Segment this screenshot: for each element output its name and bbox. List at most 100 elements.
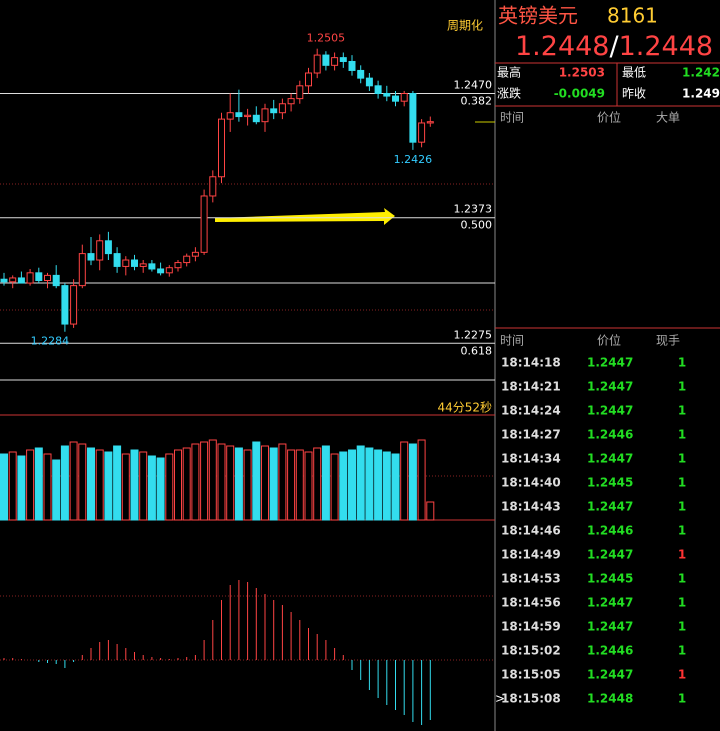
- candle-body: [139, 263, 147, 267]
- volume-bar: [0, 453, 8, 521]
- candle-body: [218, 118, 225, 178]
- volume-bar: [304, 451, 313, 521]
- candle-body: [305, 72, 312, 87]
- trade-qty: 1: [678, 500, 686, 514]
- trade-price: 1.2445: [587, 572, 633, 586]
- trade-time: 18:14:40: [501, 476, 561, 490]
- trade-time: 18:14:59: [501, 620, 561, 634]
- trade-time: 18:15:08: [501, 692, 561, 706]
- volume-bar: [321, 445, 330, 521]
- candle-body: [104, 240, 112, 255]
- volume-bar: [217, 443, 226, 521]
- volume-bar: [252, 441, 261, 521]
- candle-body: [418, 122, 426, 143]
- row-marker: >: [495, 692, 505, 706]
- candle-body: [122, 259, 130, 267]
- trade-price: 1.2447: [587, 380, 633, 394]
- trade-price: 1.2446: [587, 524, 633, 538]
- trade-time: 18:15:05: [501, 668, 561, 682]
- candle-body: [409, 93, 417, 143]
- candle-body: [357, 69, 365, 79]
- volume-bar: [78, 443, 87, 521]
- trade-qty: 1: [678, 644, 686, 658]
- timer: 44分52秒: [437, 401, 492, 415]
- volume-bar: [330, 453, 339, 521]
- trade-price: 1.2446: [587, 428, 633, 442]
- trade-qty: 1: [678, 356, 686, 370]
- volume-bar: [426, 501, 435, 521]
- period-label[interactable]: 周期化: [447, 19, 483, 33]
- trade-time: 18:14:24: [501, 404, 561, 418]
- candle-body: [26, 272, 34, 284]
- candle-body: [383, 93, 391, 97]
- trade-qty: 1: [678, 620, 686, 634]
- candle-body: [96, 240, 104, 261]
- trade-price: 1.2447: [587, 596, 633, 610]
- trade-time: 18:14:27: [501, 428, 561, 442]
- candle-body: [70, 285, 78, 325]
- volume-bar: [313, 447, 322, 521]
- trade-time: 18:14:49: [501, 548, 561, 562]
- candle-body: [191, 251, 199, 257]
- candle-body: [374, 85, 382, 95]
- volume-bar: [417, 439, 426, 521]
- fib-price: 1.2373: [454, 203, 493, 216]
- candle-body: [209, 176, 217, 197]
- volume-bar: [182, 447, 191, 521]
- volume-bar: [278, 443, 287, 521]
- trade-price: 1.2446: [587, 644, 633, 658]
- candle-body: [331, 57, 339, 66]
- candle-body: [252, 114, 260, 123]
- trade-qty: 1: [678, 692, 686, 706]
- price-annotation: 1.2426: [394, 153, 433, 166]
- fib-ratio: 0.382: [461, 95, 493, 108]
- candle-body: [287, 98, 295, 105]
- trade-price: 1.2447: [587, 500, 633, 514]
- trade-time: 18:14:34: [501, 452, 561, 466]
- stat-label: 最高: [497, 65, 521, 80]
- volume-bar: [269, 447, 278, 521]
- candle-body: [44, 274, 51, 282]
- candle-body: [17, 277, 25, 284]
- volume-bar: [400, 441, 409, 521]
- trade-time: 18:15:02: [501, 644, 561, 658]
- trade-qty: 1: [678, 404, 686, 418]
- candle-body: [131, 259, 138, 267]
- volume-bar: [121, 453, 130, 521]
- fib-price: 1.2275: [454, 328, 493, 341]
- column-header: 时间: [500, 111, 524, 125]
- volume-bar: [382, 451, 391, 521]
- trade-price: 1.2447: [587, 452, 633, 466]
- candle-body: [0, 278, 8, 283]
- fib-price: 1.2470: [454, 79, 493, 92]
- volume-bar: [339, 451, 348, 521]
- candle-body: [296, 85, 304, 100]
- candle-body: [278, 103, 286, 114]
- volume-bar: [34, 447, 43, 521]
- stat-label: 最低: [622, 66, 646, 80]
- stat-value: 1.249: [682, 87, 720, 101]
- stat-value: 1.242: [682, 66, 720, 80]
- candle-body: [348, 60, 356, 71]
- volume-bar: [60, 445, 69, 521]
- candle-body: [87, 253, 95, 261]
- stat-label: 昨收: [622, 87, 646, 101]
- volume-bar: [208, 439, 217, 521]
- trade-qty: 1: [678, 380, 686, 394]
- price: 1.2448/1.2448: [515, 31, 713, 62]
- column-header: 价位: [597, 110, 621, 125]
- candle-body: [365, 77, 373, 87]
- candle-body: [322, 54, 330, 66]
- volume-bar: [287, 449, 296, 521]
- candle-body: [270, 108, 278, 114]
- volume-bar: [43, 453, 52, 521]
- volume-bar: [95, 449, 104, 521]
- volume-bar: [261, 445, 269, 521]
- volume-bar: [191, 443, 200, 521]
- candle-body: [183, 255, 191, 264]
- candle-body: [339, 57, 347, 62]
- trade-qty: 1: [678, 524, 686, 538]
- candle-body: [261, 108, 269, 123]
- candle-body: [426, 121, 434, 124]
